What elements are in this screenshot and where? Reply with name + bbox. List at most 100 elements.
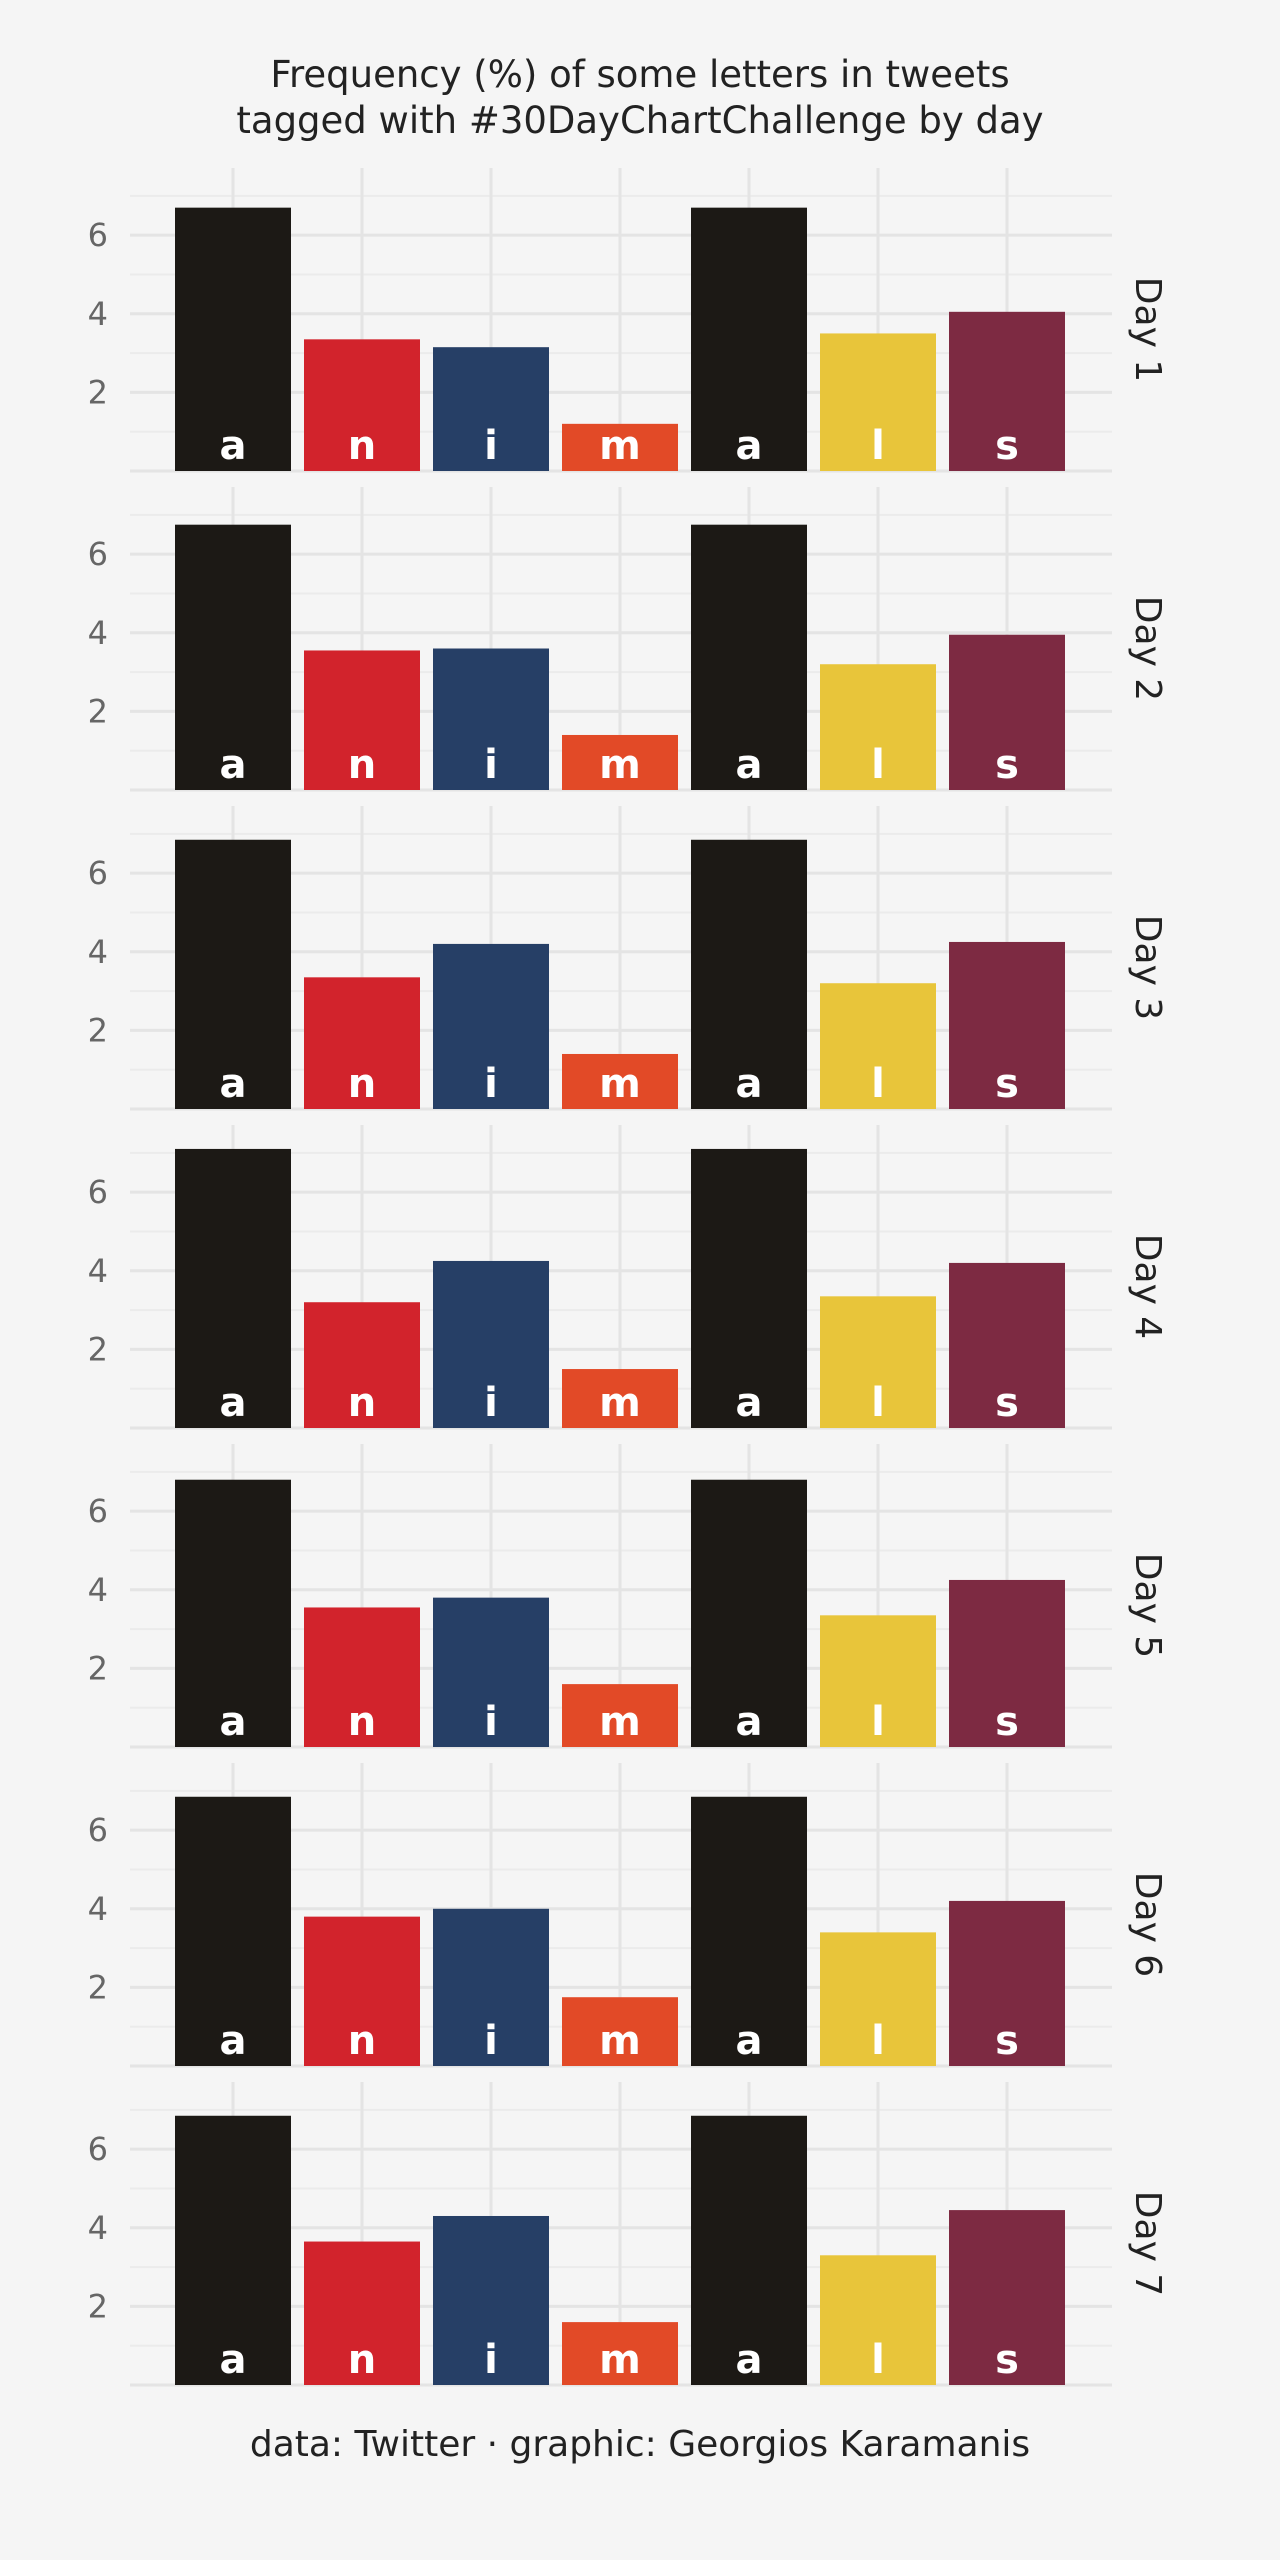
bar-letter-label: m bbox=[599, 1699, 641, 1745]
bar bbox=[304, 650, 420, 790]
bar-letter-label: m bbox=[599, 1061, 641, 1107]
bar bbox=[691, 1479, 807, 1747]
facet-panel: 2 4 6 a n i m a l s Day 7 bbox=[88, 2082, 1168, 2387]
bar-letter-label: l bbox=[871, 423, 885, 469]
bar-letter-label: n bbox=[348, 423, 376, 469]
y-tick-label: 6 bbox=[88, 535, 108, 573]
facet-strip-label: Day 5 bbox=[1127, 1553, 1168, 1658]
bar bbox=[949, 2210, 1065, 2385]
bar-letter-label: a bbox=[736, 2018, 763, 2064]
bar-letter-label: s bbox=[995, 1699, 1019, 1745]
facet-panel: 2 4 6 a n i m a l s Day 3 bbox=[88, 806, 1168, 1111]
bar-letter-label: l bbox=[871, 1061, 885, 1107]
facet-strip-label: Day 7 bbox=[1127, 2191, 1168, 2296]
bar bbox=[691, 1796, 807, 2066]
y-tick-label: 2 bbox=[88, 1011, 108, 1049]
bar-letter-label: s bbox=[995, 1380, 1019, 1426]
bar-letter-label: s bbox=[995, 423, 1019, 469]
y-tick-label: 4 bbox=[88, 1890, 108, 1928]
bar-letter-label: a bbox=[220, 2337, 247, 2383]
bar-letter-label: i bbox=[484, 742, 498, 788]
facet-panel: 2 4 6 a n i m a l s Day 2 bbox=[88, 487, 1168, 792]
bar-letter-label: a bbox=[736, 742, 763, 788]
bar bbox=[820, 1296, 936, 1428]
bar bbox=[820, 1932, 936, 2066]
facet-panel: 2 4 6 a n i m a l s Day 4 bbox=[88, 1125, 1168, 1430]
bar-letter-label: i bbox=[484, 1061, 498, 1107]
bar-letter-label: s bbox=[995, 1061, 1019, 1107]
bar bbox=[175, 207, 291, 471]
bar bbox=[691, 524, 807, 790]
bar-letter-label: i bbox=[484, 2018, 498, 2064]
bar bbox=[433, 943, 549, 1109]
bar bbox=[304, 339, 420, 471]
bar bbox=[691, 2115, 807, 2385]
bar bbox=[433, 347, 549, 471]
y-tick-label: 4 bbox=[88, 1571, 108, 1609]
facet-panel: 2 4 6 a n i m a l s Day 5 bbox=[88, 1444, 1168, 1749]
facet-strip-label: Day 4 bbox=[1127, 1234, 1168, 1339]
bar-letter-label: l bbox=[871, 2337, 885, 2383]
bar bbox=[175, 2115, 291, 2385]
facet-panel: 2 4 6 a n i m a l s Day 6 bbox=[88, 1763, 1168, 2068]
y-tick-label: 6 bbox=[88, 1811, 108, 1849]
bar-letter-label: i bbox=[484, 423, 498, 469]
chart-title-line-2: tagged with #30DayChartChallenge by day bbox=[236, 99, 1044, 142]
bar bbox=[691, 839, 807, 1109]
bar-letter-label: l bbox=[871, 1380, 885, 1426]
bar bbox=[562, 1053, 678, 1109]
bar-letter-label: n bbox=[348, 1380, 376, 1426]
facet-strip-label: Day 1 bbox=[1127, 277, 1168, 382]
bar bbox=[304, 1302, 420, 1428]
bar-letter-label: i bbox=[484, 1699, 498, 1745]
y-tick-label: 2 bbox=[88, 2287, 108, 2325]
bar bbox=[562, 423, 678, 471]
bar bbox=[820, 333, 936, 471]
bar-letter-label: a bbox=[736, 2337, 763, 2383]
bar-letter-label: n bbox=[348, 2018, 376, 2064]
bar-letter-label: a bbox=[736, 1699, 763, 1745]
chart-title: Frequency (%) of some letters in tweets … bbox=[0, 52, 1280, 144]
bar-letter-label: a bbox=[220, 1061, 247, 1107]
bar bbox=[691, 207, 807, 471]
bar bbox=[175, 839, 291, 1109]
bar bbox=[562, 1997, 678, 2066]
bar bbox=[949, 1579, 1065, 1747]
bar-letter-label: n bbox=[348, 2337, 376, 2383]
bar-letter-label: i bbox=[484, 1380, 498, 1426]
bar bbox=[949, 634, 1065, 790]
bar-letter-label: a bbox=[220, 1699, 247, 1745]
bar-letter-label: a bbox=[736, 1380, 763, 1426]
bar-letter-label: n bbox=[348, 742, 376, 788]
y-tick-label: 2 bbox=[88, 1968, 108, 2006]
bar-letter-label: n bbox=[348, 1699, 376, 1745]
facet-panel: 2 4 6 a n i m a l s Day 1 bbox=[88, 168, 1168, 473]
bar-letter-label: m bbox=[599, 742, 641, 788]
bar bbox=[562, 734, 678, 790]
bar bbox=[949, 941, 1065, 1109]
bar-letter-label: i bbox=[484, 2337, 498, 2383]
bar bbox=[433, 1908, 549, 2066]
y-tick-label: 4 bbox=[88, 933, 108, 971]
bar bbox=[304, 977, 420, 1109]
bar bbox=[433, 1260, 549, 1428]
chart-caption: data: Twitter · graphic: Georgios Karama… bbox=[249, 2424, 1031, 2465]
bar bbox=[304, 1916, 420, 2066]
bar-letter-label: a bbox=[736, 423, 763, 469]
bar bbox=[433, 2215, 549, 2385]
bar-letter-label: a bbox=[220, 2018, 247, 2064]
bar bbox=[175, 1148, 291, 1428]
bar bbox=[433, 648, 549, 790]
bar-letter-label: m bbox=[599, 2337, 641, 2383]
bar-letter-label: l bbox=[871, 1699, 885, 1745]
bar-letter-label: a bbox=[220, 1380, 247, 1426]
y-tick-label: 2 bbox=[88, 1649, 108, 1687]
y-tick-label: 4 bbox=[88, 1252, 108, 1290]
bar-letter-label: a bbox=[736, 1061, 763, 1107]
y-tick-label: 6 bbox=[88, 1492, 108, 1530]
bar bbox=[820, 664, 936, 790]
chart-title-line-1: Frequency (%) of some letters in tweets bbox=[270, 53, 1010, 96]
y-tick-label: 6 bbox=[88, 854, 108, 892]
bar-letter-label: a bbox=[220, 423, 247, 469]
